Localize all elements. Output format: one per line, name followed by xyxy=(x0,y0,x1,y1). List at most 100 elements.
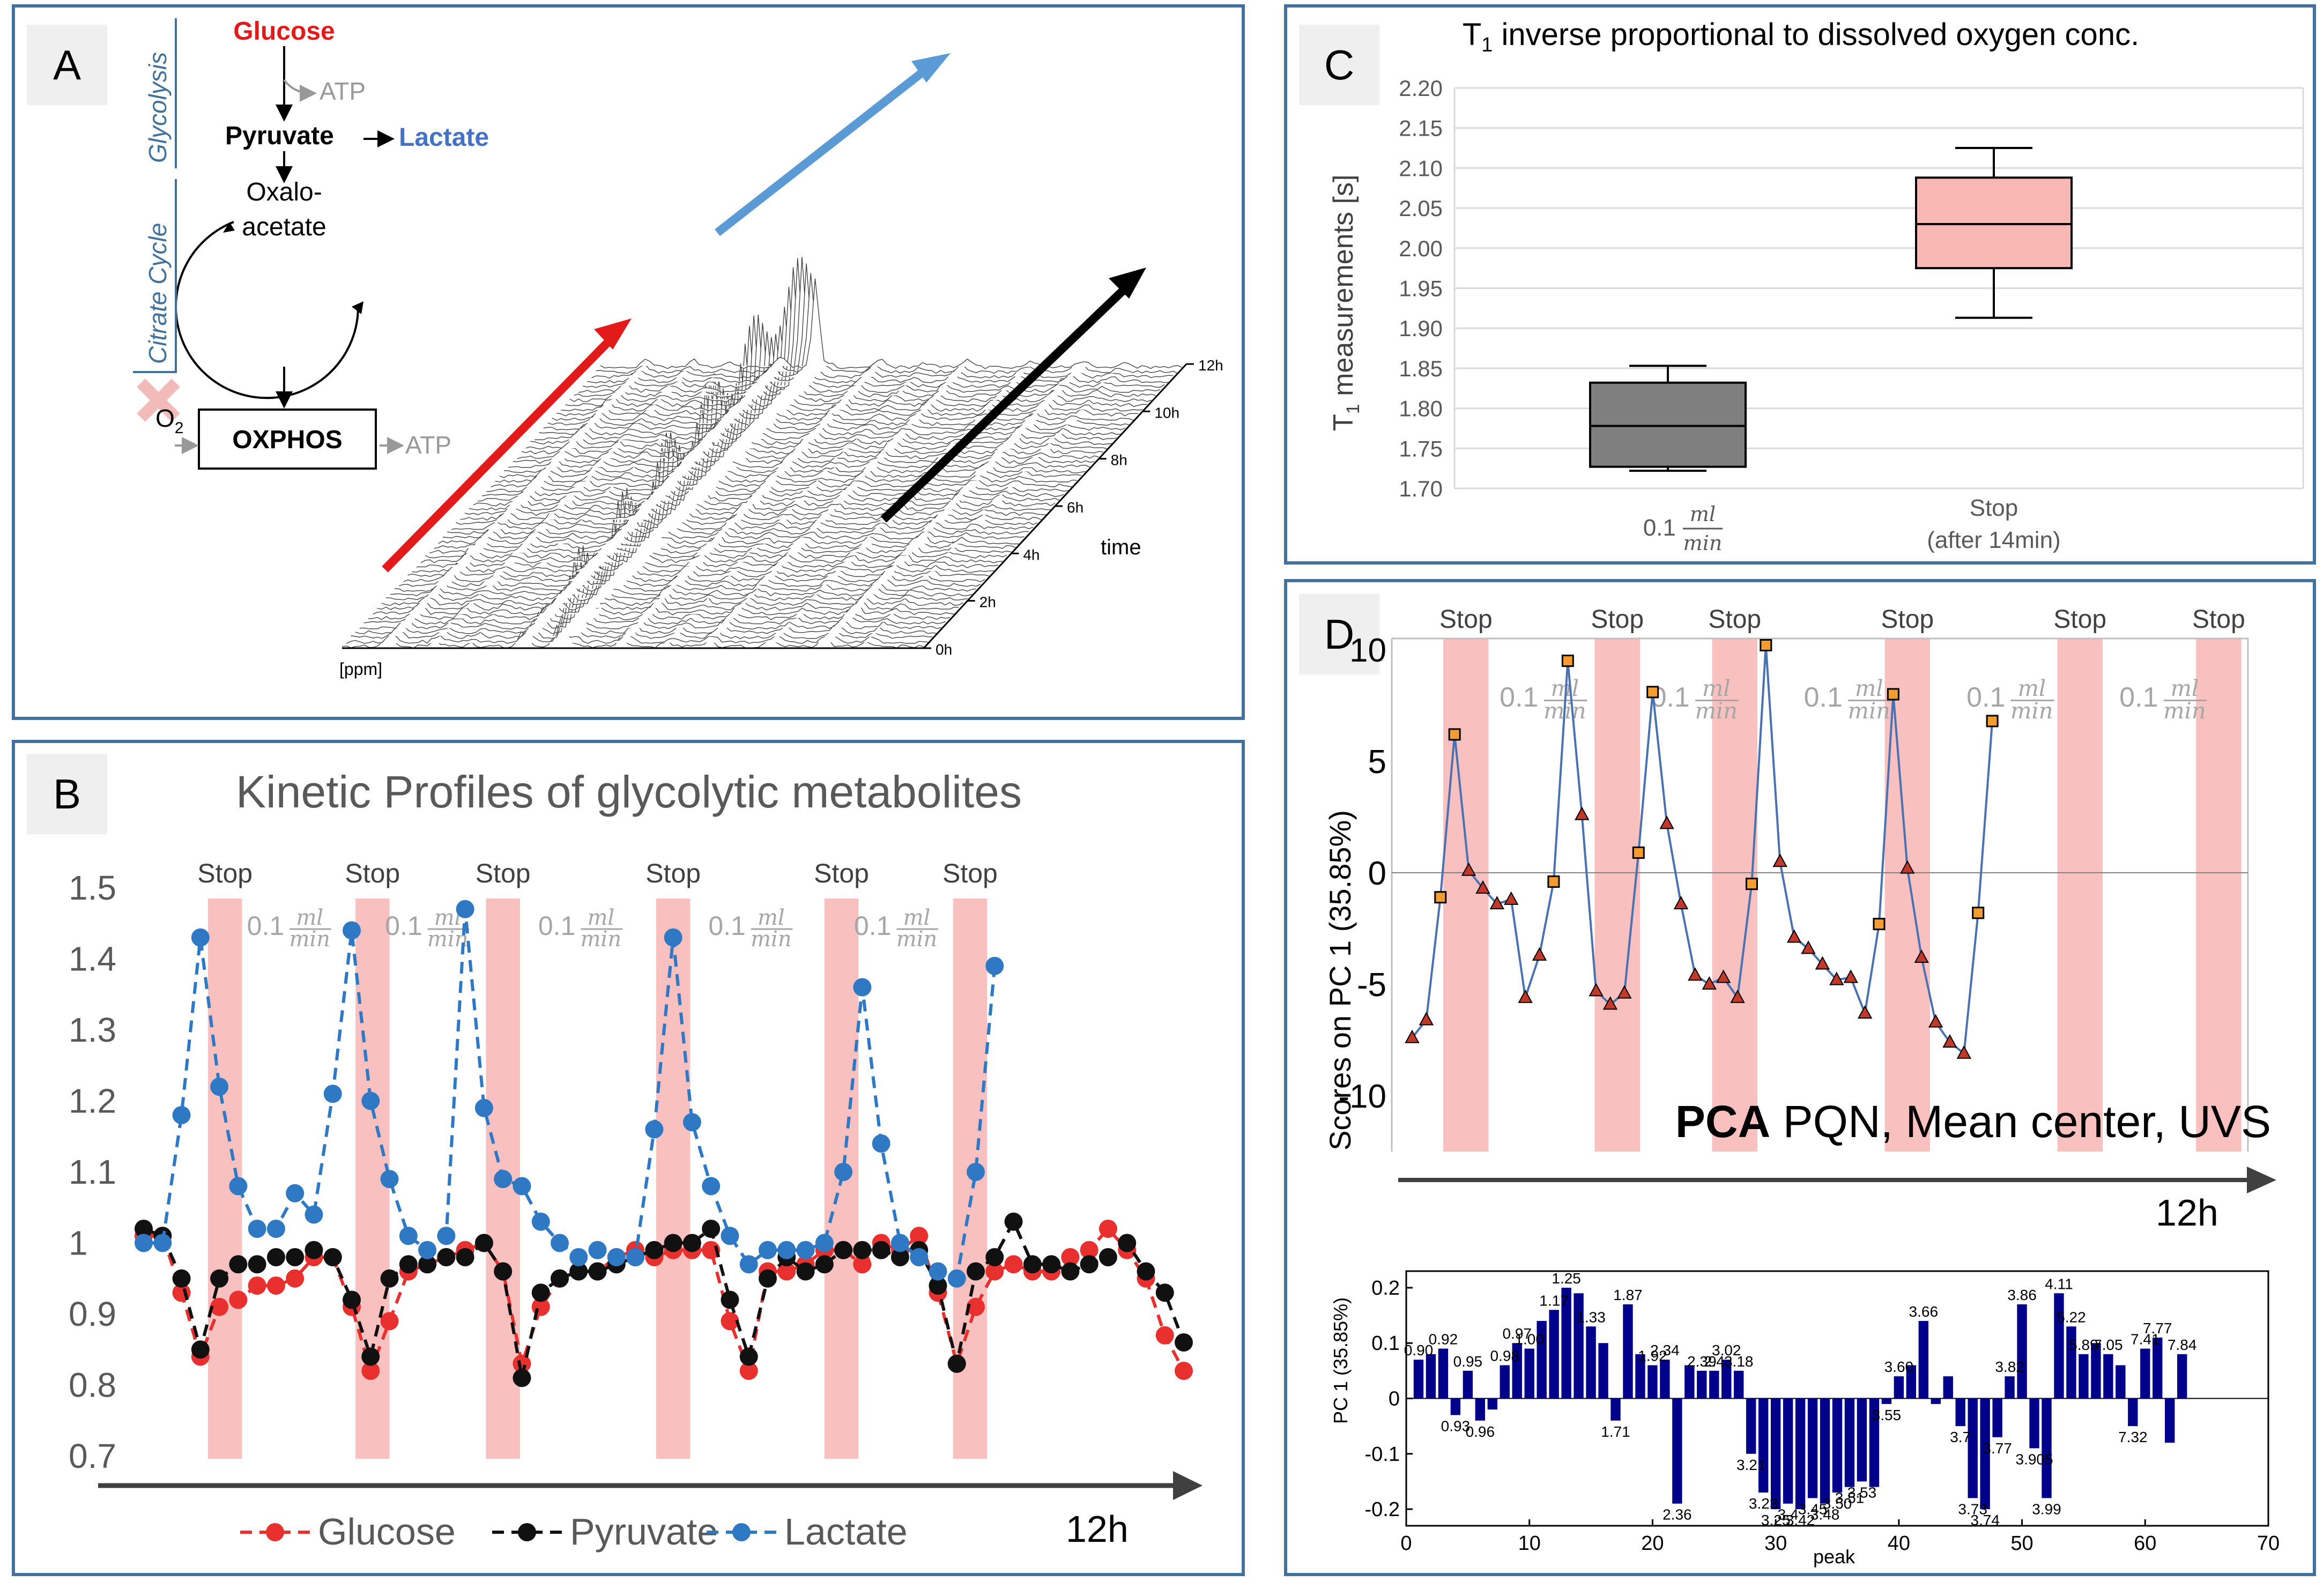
svg-text:min: min xyxy=(289,927,330,952)
loading-bar xyxy=(1857,1398,1867,1482)
loading-bar xyxy=(1844,1398,1855,1487)
data-point-lactate xyxy=(343,921,361,940)
loading-bar xyxy=(2128,1398,2138,1427)
ppm-label: [ppm] xyxy=(339,659,382,679)
loading-bar xyxy=(1832,1398,1843,1493)
loading-bar xyxy=(1475,1398,1486,1421)
peak-label: 4.11 xyxy=(2045,1275,2073,1292)
data-point-pyruvate xyxy=(437,1248,456,1266)
data-point-lactate xyxy=(551,1234,569,1252)
peak-label: 1.71 xyxy=(1601,1423,1630,1440)
data-point-glucose xyxy=(853,1255,872,1274)
peak-label: 0.93 xyxy=(1441,1417,1471,1434)
score-marker-triangle xyxy=(1815,956,1830,970)
y-tick-label: 0.9 xyxy=(69,1295,116,1333)
stop-label: Stop xyxy=(476,858,531,888)
y-tick-label: 1.80 xyxy=(1399,396,1443,421)
score-marker-triangle xyxy=(1857,1005,1873,1019)
svg-text:ml: ml xyxy=(1855,675,1883,701)
citrate-cycle-circle xyxy=(175,221,359,399)
score-marker-triangle xyxy=(1942,1034,1957,1048)
oxphos-box xyxy=(198,409,377,470)
peak-label: 0.95 xyxy=(1453,1353,1483,1370)
svg-text:ml: ml xyxy=(2017,675,2046,701)
stop-label: Stop xyxy=(1708,605,1761,634)
loading-bar xyxy=(1869,1398,1880,1487)
loading-bar xyxy=(2079,1354,2089,1399)
stop-band xyxy=(1594,639,1640,1152)
data-point-lactate xyxy=(380,1170,399,1189)
loading-bar xyxy=(1684,1365,1695,1399)
stop-band xyxy=(2057,639,2103,1152)
loading-bar xyxy=(1795,1398,1806,1510)
peak-label: 2.39 xyxy=(1687,1353,1717,1370)
y-tick-label: 0.1 xyxy=(1371,1332,1400,1355)
peak-label: 0.92 xyxy=(1429,1331,1458,1348)
data-point-glucose xyxy=(1175,1362,1193,1380)
loading-bar xyxy=(1623,1304,1633,1399)
peak-label: 3.53 xyxy=(1847,1484,1877,1501)
loading-bar xyxy=(1721,1360,1732,1399)
peak-label: 5.89 xyxy=(2069,1337,2098,1353)
svg-text:0.1: 0.1 xyxy=(1966,682,2005,713)
loading-bar xyxy=(2091,1343,2101,1399)
data-point-glucose xyxy=(210,1297,229,1316)
chart-c-grid: 1.70 1.75 1.80 1.85 1.90 1.95 2.00 2.05 2.10 2.15… xyxy=(1399,76,2304,501)
score-marker-square xyxy=(1760,639,1772,651)
svg-text:0.1: 0.1 xyxy=(385,911,422,941)
y-tick-label: 1.4 xyxy=(69,940,116,978)
loading-bar xyxy=(2054,1293,2064,1399)
peak-label: 1.00 xyxy=(1515,1331,1544,1348)
loading-bar xyxy=(1770,1398,1781,1510)
peak-label: 3.55 xyxy=(1872,1407,1902,1423)
peak-label: 7.05 xyxy=(2094,1337,2123,1353)
peak-label: 1.33 xyxy=(1576,1309,1606,1325)
svg-text:0.1: 0.1 xyxy=(247,911,285,941)
pyruvate-trend-arrowhead xyxy=(1109,268,1146,299)
legend-marker xyxy=(266,1523,284,1541)
glycolysis-label: Glycolysis xyxy=(144,52,172,163)
loading-bar xyxy=(1894,1376,1904,1399)
loading-bar xyxy=(1918,1320,1928,1399)
data-point-pyruvate xyxy=(796,1262,815,1281)
data-point-pyruvate xyxy=(682,1234,701,1252)
data-point-pyruvate xyxy=(985,1248,1004,1266)
peak-label: 7.41 xyxy=(2131,1331,2160,1348)
data-point-glucose xyxy=(702,1241,721,1259)
loading-bar xyxy=(1524,1348,1534,1399)
y-tick-label: 10 xyxy=(1349,632,1386,669)
loading-bar xyxy=(1746,1398,1756,1454)
peak-label: 3.23 xyxy=(1749,1495,1778,1512)
chart-c-boxes xyxy=(1589,147,2073,472)
y-tick-label: 2.00 xyxy=(1399,236,1443,261)
data-point-lactate xyxy=(967,1163,985,1181)
loading-bar xyxy=(2153,1337,2163,1399)
data-point-lactate xyxy=(626,1248,645,1266)
time-axis-label: time xyxy=(1101,536,1141,559)
pca-loadings-chart: -0.2 -0.1 0 0.1 0.2 0 10 20 30 40 50 60 70 0.900.92 0.… xyxy=(1365,1270,2280,1555)
citrate-cycle-label: Citrate Cycle xyxy=(144,223,172,364)
legend-marker xyxy=(518,1523,536,1541)
x-tick-label: 30 xyxy=(1764,1532,1787,1555)
glucose-trend-arrow xyxy=(382,337,613,573)
loading-bar xyxy=(1450,1398,1461,1415)
data-point-pyruvate xyxy=(418,1255,437,1274)
y-axis-ticks: 0.7 0.8 0.9 1 1.1 1.2 1.3 1.4 1.5 xyxy=(69,868,116,1475)
data-point-lactate xyxy=(739,1255,758,1274)
panel-b-chart: Kinetic Profiles of glycolytic metabolit… xyxy=(69,767,1203,1553)
data-point-glucose xyxy=(910,1227,929,1245)
panel-c: C T1 inverse proportional to dissolved o… xyxy=(1284,4,2316,565)
loading-bar xyxy=(1463,1370,1473,1399)
peak-label: 1.25 xyxy=(1552,1270,1581,1287)
stop-labels: Stop Stop Stop Stop Stop Stop xyxy=(1439,605,2245,634)
data-point-pyruvate xyxy=(210,1269,229,1288)
loading-bar xyxy=(1487,1398,1497,1410)
data-point-lactate xyxy=(815,1234,834,1252)
series-line-lactate xyxy=(144,909,997,1281)
time-tick-label: 6h xyxy=(1067,499,1083,516)
data-point-pyruvate xyxy=(1155,1283,1174,1302)
oxaloacetate-label-2: acetate xyxy=(242,213,326,241)
